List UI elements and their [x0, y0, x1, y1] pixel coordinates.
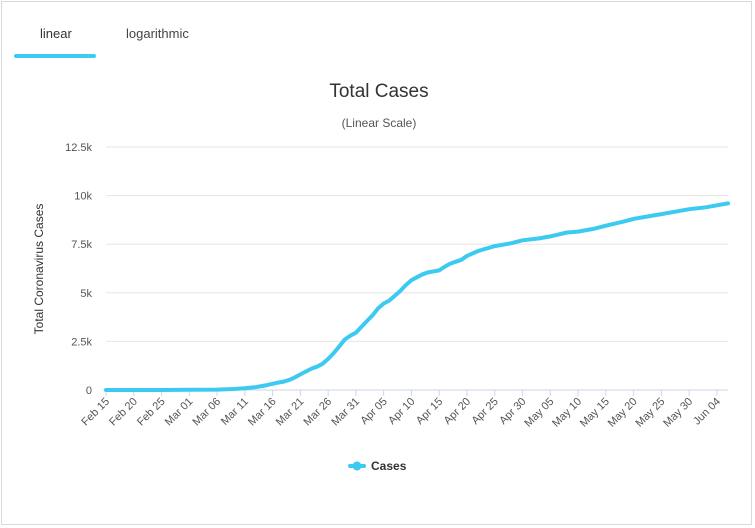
y-axis-title: Total Coronavirus Cases	[32, 204, 46, 335]
x-tick-label: May 20	[606, 396, 640, 430]
x-tick-label: Apr 05	[358, 396, 389, 427]
legend-marker-symbol	[352, 461, 362, 471]
x-tick-label: Mar 26	[302, 396, 335, 429]
x-tick-label: Apr 20	[442, 396, 473, 427]
x-tick-label: Mar 31	[329, 396, 362, 429]
x-tick-label: Jun 04	[691, 396, 723, 428]
tab-linear[interactable]: linear	[40, 26, 72, 41]
chart-subtitle: (Linear Scale)	[342, 116, 417, 130]
y-axis-ticks: 0 2.5k 5k 7.5k 10k 12.5k	[65, 142, 92, 397]
x-tick-label: May 10	[550, 396, 584, 430]
y-tick-label: 10k	[74, 191, 92, 203]
y-tick-label: 0	[86, 385, 92, 397]
y-tick-label: 5k	[80, 288, 92, 300]
y-tick-label: 7.5k	[71, 239, 92, 251]
series-line-cases[interactable]	[104, 201, 730, 392]
y-tick-label: 2.5k	[71, 336, 92, 348]
x-tick-label: Apr 10	[386, 396, 417, 427]
x-tick-label: Feb 15	[79, 396, 112, 429]
grid-lines	[106, 146, 728, 391]
chart-title: Total Cases	[329, 81, 428, 102]
legend[interactable]: Cases	[348, 459, 407, 473]
x-tick-label: Feb 25	[135, 396, 168, 429]
y-tick-label: 12.5k	[65, 142, 92, 154]
tab-logarithmic[interactable]: logarithmic	[126, 26, 189, 41]
x-tick-label: May 25	[633, 396, 667, 430]
x-tick-label: Apr 25	[469, 396, 500, 427]
legend-label-cases[interactable]: Cases	[371, 459, 407, 473]
x-tick-label: Mar 01	[163, 396, 196, 429]
x-tick-label: Mar 21	[274, 396, 307, 429]
x-tick-label: May 15	[578, 396, 612, 430]
x-tick-label: Mar 16	[246, 396, 279, 429]
x-tick-label: Mar 06	[190, 396, 223, 429]
active-tab-indicator	[14, 54, 96, 58]
x-tick-label: Apr 15	[414, 396, 445, 427]
x-tick-label: May 30	[661, 396, 695, 430]
series-layer	[104, 201, 730, 392]
x-tick-label: Feb 20	[107, 396, 140, 429]
x-tick-label: Mar 11	[219, 396, 251, 428]
x-tick-label: May 05	[522, 396, 556, 430]
